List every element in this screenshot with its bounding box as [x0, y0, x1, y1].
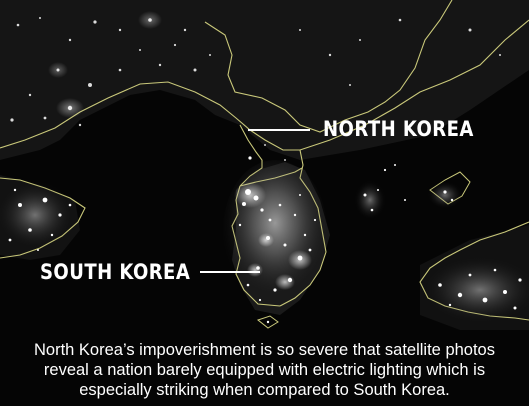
north-korea-label: NORTH KOREA [323, 117, 474, 141]
south-korea-label: SOUTH KOREA [40, 260, 191, 284]
coastline-jeju [256, 315, 279, 329]
north-korea-leader-line [248, 129, 310, 131]
coastline-china [0, 19, 529, 151]
border-china-north-korea [204, 0, 453, 133]
caption-text: North Korea’s impoverishment is so sever… [33, 341, 495, 399]
south-korea-leader-line [200, 271, 260, 273]
